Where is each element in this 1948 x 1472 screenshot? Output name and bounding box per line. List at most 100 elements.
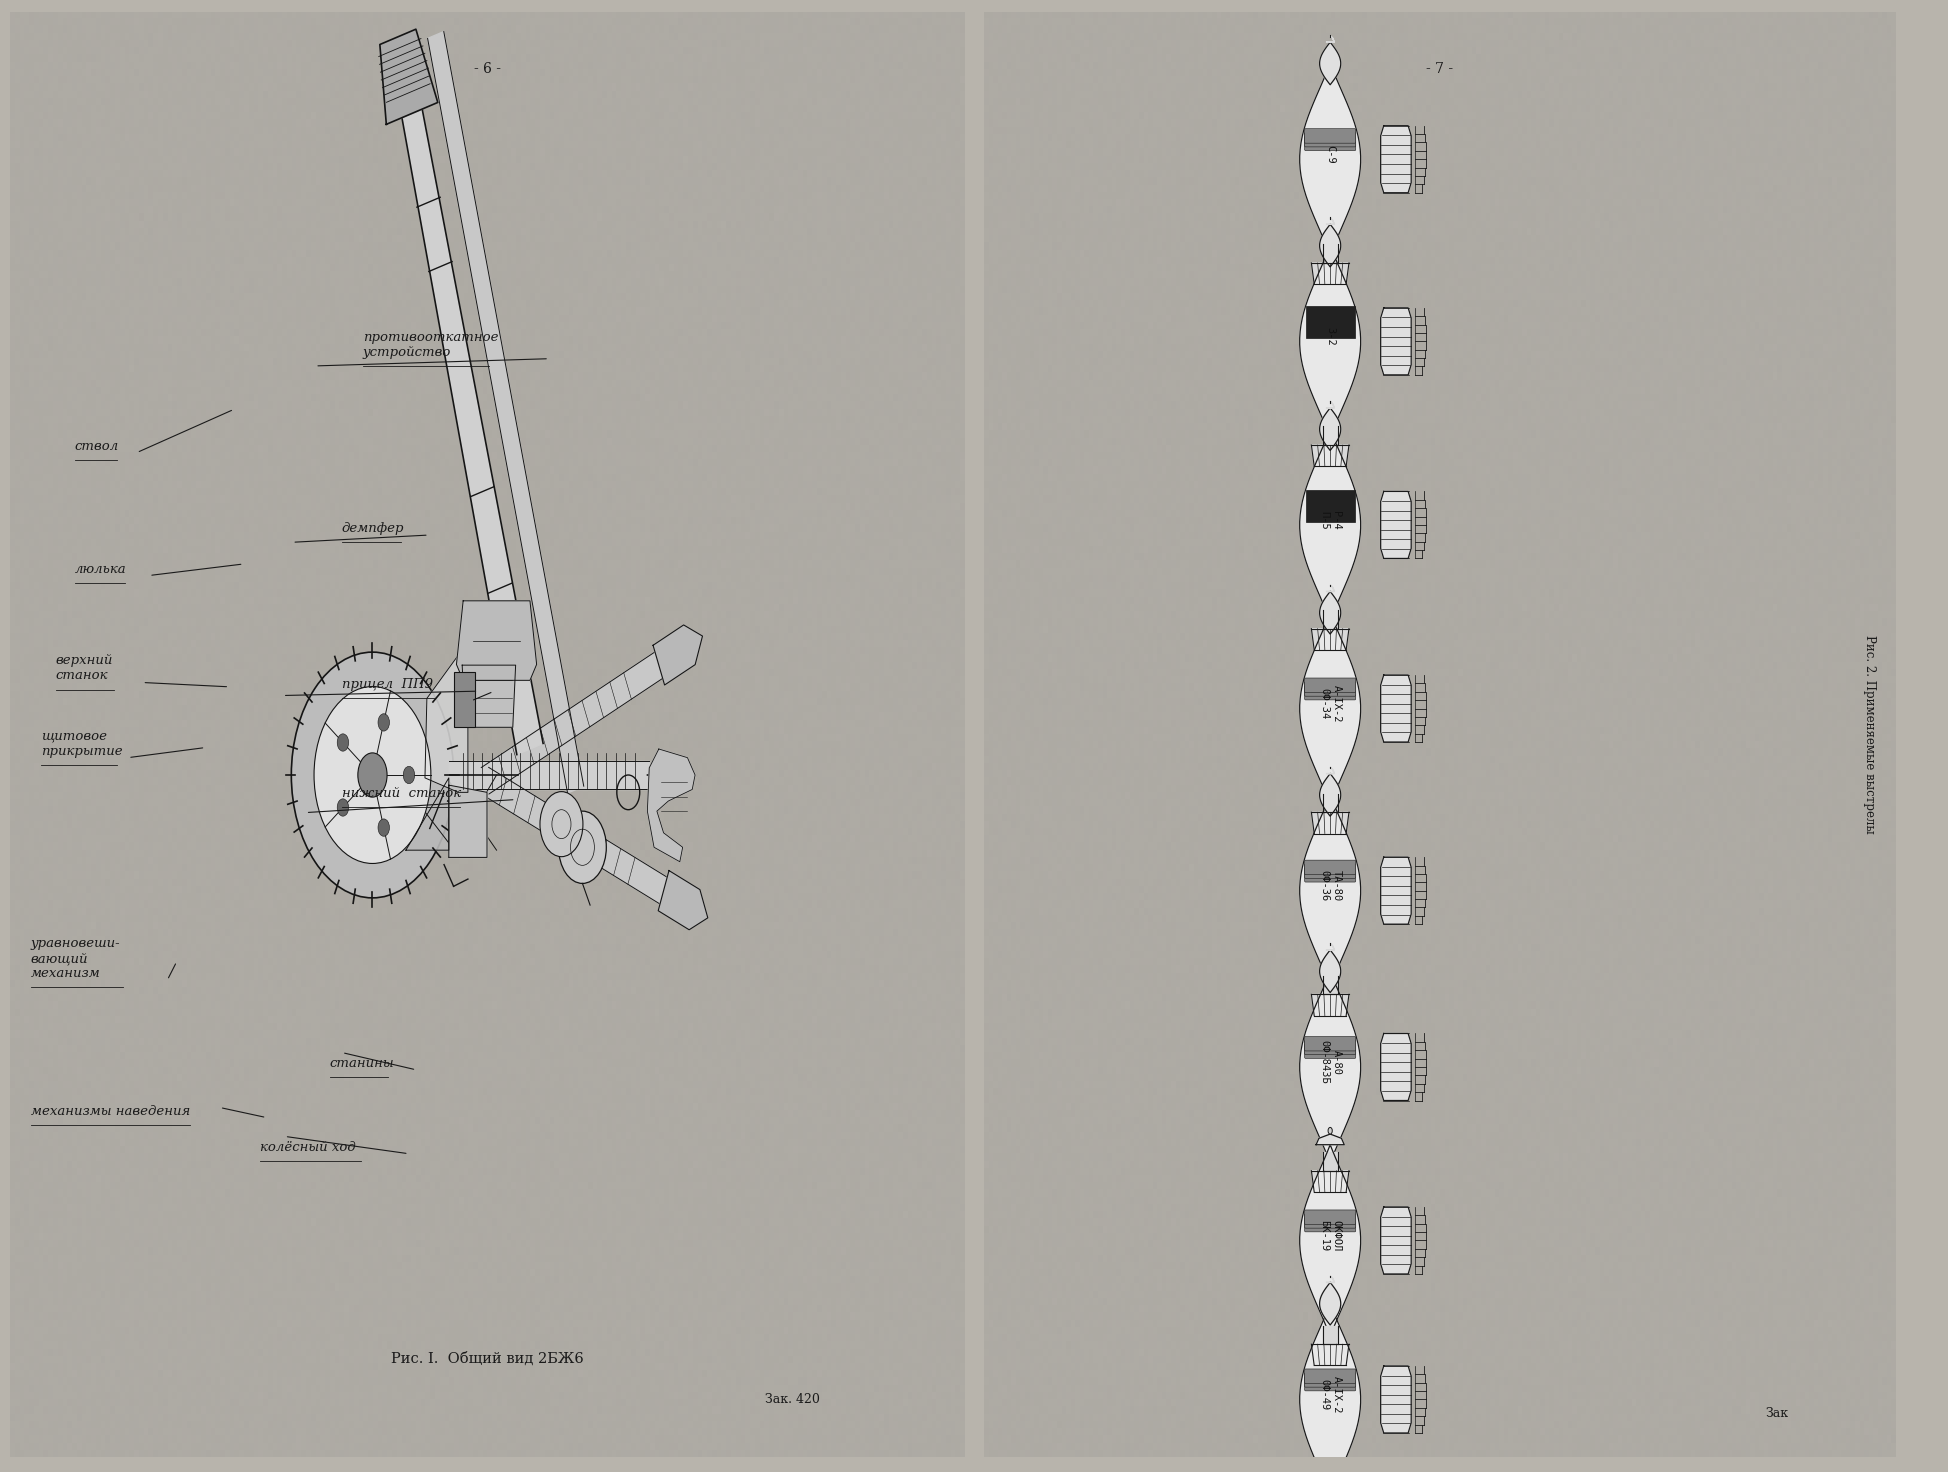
Text: Р-4
П-5: Р-4 П-5 bbox=[1319, 511, 1342, 530]
Polygon shape bbox=[1311, 445, 1348, 467]
FancyBboxPatch shape bbox=[1305, 1217, 1356, 1232]
FancyBboxPatch shape bbox=[1305, 679, 1356, 692]
Text: механизмы наведения: механизмы наведения bbox=[31, 1104, 191, 1117]
Polygon shape bbox=[481, 652, 662, 793]
Circle shape bbox=[540, 792, 582, 857]
Text: Рис. 2. Применяемые выстрелы: Рис. 2. Применяемые выстрелы bbox=[1864, 634, 1876, 835]
Circle shape bbox=[559, 811, 606, 883]
Polygon shape bbox=[647, 749, 695, 861]
FancyBboxPatch shape bbox=[454, 673, 475, 727]
Polygon shape bbox=[1381, 492, 1410, 558]
Text: колёсный ход: колёсный ход bbox=[259, 1141, 356, 1154]
Polygon shape bbox=[1319, 43, 1340, 85]
Text: станины: станины bbox=[329, 1057, 393, 1070]
Polygon shape bbox=[1319, 408, 1340, 450]
Polygon shape bbox=[653, 626, 703, 684]
Polygon shape bbox=[1305, 490, 1354, 521]
Circle shape bbox=[378, 818, 390, 836]
Polygon shape bbox=[1381, 857, 1410, 924]
Polygon shape bbox=[1299, 972, 1360, 1163]
FancyBboxPatch shape bbox=[1305, 1376, 1356, 1391]
Circle shape bbox=[314, 686, 431, 864]
Circle shape bbox=[403, 767, 415, 783]
Polygon shape bbox=[1311, 1170, 1348, 1192]
Polygon shape bbox=[1327, 1276, 1334, 1282]
Polygon shape bbox=[1381, 676, 1410, 742]
Polygon shape bbox=[448, 785, 487, 857]
Polygon shape bbox=[1323, 1326, 1338, 1344]
Polygon shape bbox=[1319, 949, 1340, 992]
Polygon shape bbox=[1299, 1145, 1360, 1337]
Text: 3-2: 3-2 bbox=[1325, 327, 1334, 346]
Polygon shape bbox=[456, 601, 536, 680]
Text: А-IX-2
0Ф-49: А-IX-2 0Ф-49 bbox=[1319, 1376, 1342, 1413]
Polygon shape bbox=[1319, 592, 1340, 634]
Polygon shape bbox=[1323, 244, 1338, 263]
Polygon shape bbox=[1319, 224, 1340, 266]
Text: ТА-80
0Ф-36: ТА-80 0Ф-36 bbox=[1319, 870, 1342, 901]
Polygon shape bbox=[1305, 306, 1354, 339]
FancyBboxPatch shape bbox=[1305, 1369, 1356, 1384]
Text: А-80
0Ф-843Б: А-80 0Ф-843Б bbox=[1319, 1041, 1342, 1083]
Text: - 7 -: - 7 - bbox=[1426, 62, 1453, 77]
FancyBboxPatch shape bbox=[1305, 864, 1356, 879]
Polygon shape bbox=[1323, 793, 1338, 813]
Polygon shape bbox=[401, 102, 543, 755]
Circle shape bbox=[337, 735, 349, 751]
Text: щитовое
прикрытие: щитовое прикрытие bbox=[41, 730, 123, 758]
Circle shape bbox=[337, 799, 349, 815]
FancyBboxPatch shape bbox=[1305, 128, 1356, 143]
Text: С-9: С-9 bbox=[1325, 146, 1334, 163]
Polygon shape bbox=[425, 655, 468, 792]
FancyBboxPatch shape bbox=[1305, 1041, 1356, 1054]
Polygon shape bbox=[1327, 402, 1334, 408]
Polygon shape bbox=[1317, 1133, 1344, 1145]
Circle shape bbox=[292, 652, 454, 898]
Polygon shape bbox=[1299, 795, 1360, 986]
Text: - 6 -: - 6 - bbox=[473, 62, 501, 77]
Text: прицел  ПП9: прицел ПП9 bbox=[343, 679, 432, 692]
FancyBboxPatch shape bbox=[1305, 137, 1356, 150]
Polygon shape bbox=[429, 31, 584, 793]
Polygon shape bbox=[658, 870, 707, 930]
Polygon shape bbox=[448, 761, 649, 789]
Polygon shape bbox=[1323, 1153, 1338, 1170]
Polygon shape bbox=[1311, 1344, 1348, 1366]
Text: Рис. I.  Общий вид 2БЖ6: Рис. I. Общий вид 2БЖ6 bbox=[392, 1351, 582, 1366]
Polygon shape bbox=[1319, 774, 1340, 815]
Polygon shape bbox=[1327, 218, 1334, 224]
FancyBboxPatch shape bbox=[1305, 686, 1356, 699]
Polygon shape bbox=[462, 665, 516, 727]
Text: уравновеши-
вающий
механизм: уравновеши- вающий механизм bbox=[31, 938, 121, 980]
Polygon shape bbox=[1299, 63, 1360, 255]
Circle shape bbox=[358, 752, 388, 798]
Text: люлька: люлька bbox=[74, 562, 127, 576]
Polygon shape bbox=[405, 777, 448, 851]
FancyBboxPatch shape bbox=[1305, 1036, 1356, 1051]
Polygon shape bbox=[1381, 125, 1410, 193]
FancyBboxPatch shape bbox=[1305, 860, 1356, 874]
FancyBboxPatch shape bbox=[1305, 1214, 1356, 1228]
Polygon shape bbox=[1327, 767, 1334, 774]
Polygon shape bbox=[1323, 427, 1338, 445]
Text: демпфер: демпфер bbox=[343, 523, 405, 534]
Text: верхний
станок: верхний станок bbox=[56, 655, 113, 683]
Polygon shape bbox=[1381, 308, 1410, 375]
Polygon shape bbox=[1327, 944, 1334, 949]
Polygon shape bbox=[481, 767, 666, 904]
Polygon shape bbox=[1299, 430, 1360, 621]
Polygon shape bbox=[1381, 1366, 1410, 1432]
Polygon shape bbox=[1327, 35, 1334, 43]
Polygon shape bbox=[1311, 629, 1348, 651]
FancyBboxPatch shape bbox=[1305, 1044, 1356, 1058]
Text: ОКФОЛ
БК-19: ОКФОЛ БК-19 bbox=[1319, 1220, 1342, 1251]
Polygon shape bbox=[1323, 976, 1338, 995]
FancyBboxPatch shape bbox=[1305, 1373, 1356, 1387]
Text: нижний  станок: нижний станок bbox=[343, 786, 462, 799]
FancyBboxPatch shape bbox=[1305, 867, 1356, 882]
Polygon shape bbox=[1299, 246, 1360, 437]
Polygon shape bbox=[1381, 1207, 1410, 1273]
Text: Зак. 420: Зак. 420 bbox=[766, 1393, 820, 1406]
Circle shape bbox=[1329, 1128, 1332, 1133]
Polygon shape bbox=[380, 29, 438, 124]
